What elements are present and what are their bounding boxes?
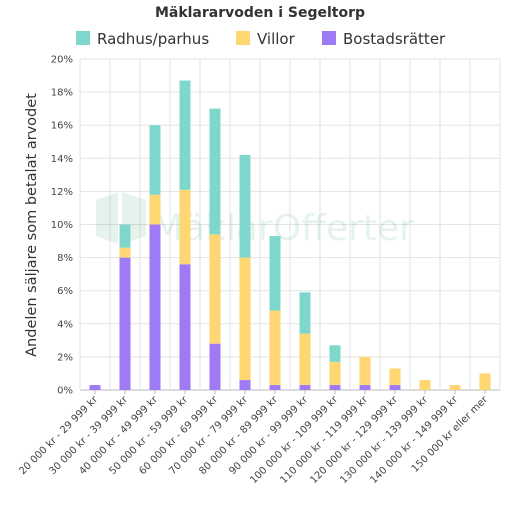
watermark: MäklarOfferter [96,192,414,249]
bar-segment [329,345,341,362]
bar-segment [149,224,161,390]
bar-segment [119,224,131,248]
y-tick-label: 0% [57,386,73,397]
bar-segment [269,236,281,311]
bar-segment [419,380,431,390]
legend-label: Bostadsrätter [343,30,446,48]
legend-swatch [236,31,250,45]
bar-segment [269,310,281,386]
y-tick-label: 20% [51,55,73,66]
legend: Radhus/parhus Villor Bostadsrätter [76,30,446,48]
bar-segment [479,373,491,390]
bar-segment [179,264,191,390]
chart-title: Mäklararvoden i Segeltorp [155,5,365,21]
bar-segment [299,385,311,390]
legend-label: Villor [257,30,296,48]
bar-segment [239,380,251,390]
y-tick-label: 12% [51,187,73,198]
y-tick-label: 2% [57,352,73,363]
bar-segment [179,80,191,190]
bar-segment [269,385,281,390]
y-tick-label: 8% [57,253,73,264]
bar-segment [209,234,221,344]
bar-segment [119,247,131,258]
y-tick-label: 6% [57,286,73,297]
y-tick-label: 16% [51,121,73,132]
bar-segment [389,385,401,390]
bar-segment [299,333,311,386]
y-tick-label: 4% [57,319,73,330]
y-tick-label: 18% [51,88,73,99]
bar-segment [389,368,401,386]
bar-segment [329,361,341,386]
bar-segment [179,189,191,265]
legend-label: Radhus/parhus [97,30,209,48]
bar-segment [209,343,221,390]
y-tick-label: 14% [51,154,73,165]
bar-segment [119,257,131,390]
bar-segment [299,292,311,334]
bar-segment [209,108,221,235]
bar-segment [89,385,101,390]
bars [89,80,491,390]
bar-segment [149,125,161,195]
watermark-text: MäklarOfferter [152,208,414,249]
bar-segment [149,194,161,225]
bar-segment [329,385,341,390]
bar-segment [239,154,251,258]
y-axis-label: Andelen säljare som betalat arvodet [24,93,40,357]
y-axis-ticks: 0% 2% 4% 6% 8% 10% 12% 14% 16% 18% 20% [51,55,73,397]
legend-swatch [322,31,336,45]
bar-segment [359,356,371,386]
bar-segment [449,385,461,390]
legend-swatch [76,31,90,45]
bar-segment [239,257,251,381]
y-tick-label: 10% [51,220,73,231]
bar-segment [359,385,371,390]
